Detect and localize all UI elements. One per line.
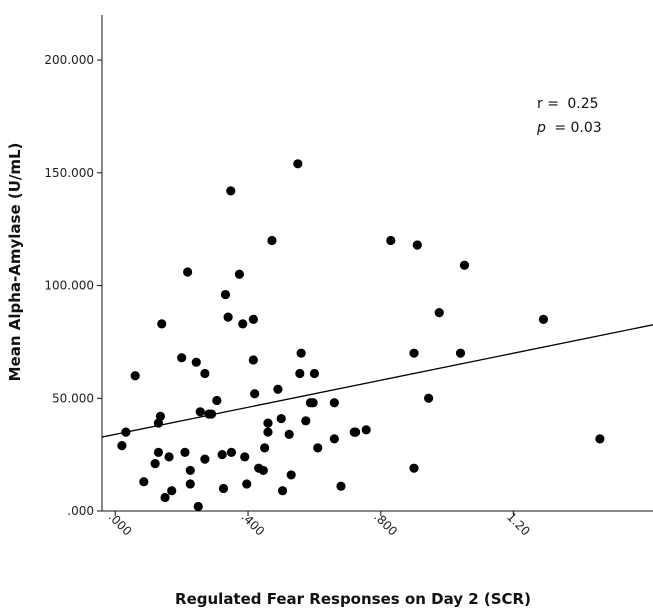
data-point	[267, 235, 277, 246]
data-point	[409, 463, 419, 473]
data-point	[250, 389, 260, 399]
data-point	[167, 486, 177, 496]
data-point	[263, 418, 273, 428]
data-point	[218, 483, 229, 494]
data-point	[217, 450, 227, 460]
y-tick-label: 100.000	[44, 279, 94, 293]
data-point	[260, 443, 270, 453]
data-point	[206, 409, 217, 419]
x-axis-title: Regulated Fear Responses on Day 2 (SCR)	[175, 590, 531, 608]
data-point	[434, 308, 444, 318]
data-point	[226, 447, 237, 457]
data-point	[538, 314, 549, 324]
data-point	[284, 429, 294, 439]
data-point	[296, 348, 306, 358]
data-point	[313, 443, 323, 453]
data-point	[177, 353, 187, 363]
data-point	[223, 312, 233, 322]
data-point	[286, 470, 296, 480]
data-point	[595, 434, 605, 444]
data-point	[153, 447, 164, 457]
x-axis-ticks: .000 .400 .800 1.20	[106, 510, 533, 539]
data-point	[459, 260, 470, 270]
data-point	[121, 427, 131, 437]
data-point	[157, 319, 167, 329]
y-axis-title: Mean Alpha-Amylase (U/mL)	[6, 143, 24, 382]
data-point	[193, 501, 203, 512]
y-tick-label: 50.000	[52, 391, 94, 405]
y-tick-label: 150.000	[44, 166, 94, 180]
data-point	[160, 492, 170, 503]
data-point	[263, 427, 273, 437]
data-point	[455, 348, 466, 358]
data-point	[301, 416, 311, 426]
data-point	[273, 384, 283, 394]
data-point	[329, 434, 339, 444]
data-point	[248, 314, 258, 324]
data-point	[295, 368, 305, 379]
data-point	[276, 413, 286, 424]
data-point	[185, 465, 195, 476]
data-point	[361, 425, 371, 435]
data-point	[424, 393, 434, 403]
data-point	[212, 395, 222, 406]
data-point	[386, 235, 396, 246]
data-point	[130, 371, 140, 381]
y-axis-ticks: .000 50.000 100.000 150.000 200.000	[44, 53, 102, 518]
data-point	[293, 159, 303, 169]
data-point	[350, 427, 361, 437]
data-point	[220, 289, 231, 300]
data-point	[409, 348, 419, 358]
data-points	[117, 159, 605, 512]
data-point	[200, 368, 210, 379]
x-tick-label: .000	[106, 510, 135, 539]
x-tick-label: .400	[238, 510, 267, 539]
r-annotation: r = 0.25	[537, 96, 599, 112]
data-point	[234, 269, 245, 279]
data-point	[329, 398, 339, 408]
y-tick-label: 200.000	[44, 53, 94, 67]
data-point	[412, 240, 422, 250]
data-point	[155, 411, 166, 421]
data-point	[238, 319, 248, 329]
data-point	[185, 479, 195, 489]
data-point	[277, 486, 288, 496]
data-point	[336, 481, 346, 491]
data-point	[150, 459, 160, 469]
data-point	[117, 441, 127, 451]
data-point	[139, 477, 149, 487]
regression-line	[101, 324, 653, 438]
data-point	[200, 454, 210, 464]
data-point	[191, 357, 201, 367]
y-tick-label: .000	[67, 504, 94, 518]
x-tick-label: 1.20	[504, 510, 533, 539]
data-point	[308, 398, 318, 408]
data-point	[248, 355, 258, 365]
data-point	[309, 368, 320, 379]
axes	[101, 15, 653, 512]
data-point	[180, 447, 190, 457]
data-point	[258, 465, 268, 476]
data-point	[195, 407, 205, 417]
p-annotation: p = 0.03	[536, 120, 602, 136]
data-point	[183, 267, 193, 277]
data-point	[240, 452, 250, 462]
data-point	[242, 479, 252, 489]
data-point	[164, 452, 174, 462]
data-point	[226, 186, 236, 196]
x-tick-label: .800	[371, 510, 400, 539]
